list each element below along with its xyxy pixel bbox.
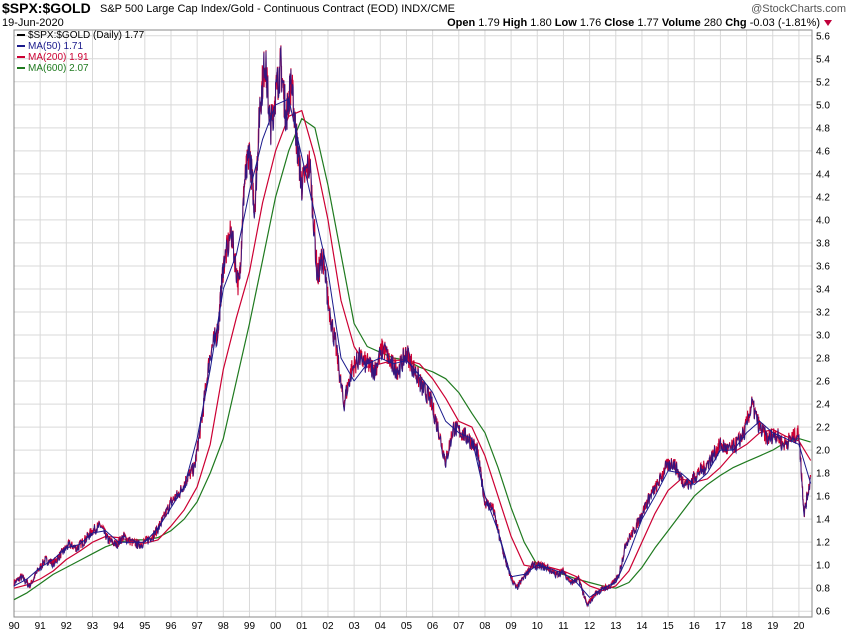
x-tick-label: 11 bbox=[558, 621, 569, 632]
x-tick-label: 06 bbox=[427, 621, 439, 632]
legend-entry-ma600: MA(600) 2.07 bbox=[28, 63, 89, 74]
chart-description: S&P 500 Large Cap Index/Gold - Continuou… bbox=[100, 3, 456, 15]
x-tick-label: 00 bbox=[270, 621, 282, 632]
y-tick-label: 3.0 bbox=[816, 331, 830, 342]
brand-watermark[interactable]: @StockCharts.com bbox=[751, 3, 846, 15]
x-axis: 90 91 92 93 94 95 96 97 98 99 00 01 02 03 04 05 06 07 08 09… bbox=[8, 621, 804, 632]
x-tick-label: 99 bbox=[244, 621, 256, 632]
x-tick-label: 09 bbox=[506, 621, 518, 632]
y-tick-label: 2.4 bbox=[816, 400, 830, 411]
legend-entry-ma50: MA(50) 1.71 bbox=[28, 41, 83, 52]
chart-header: $SPX:$GOLD S&P 500 Large Cap Index/Gold … bbox=[0, 0, 850, 32]
y-tick-label: 0.8 bbox=[816, 584, 830, 595]
chg-value: -0.03 (-1.81%) bbox=[749, 17, 820, 29]
close-value: 1.77 bbox=[637, 17, 659, 29]
y-tick-label: 4.2 bbox=[816, 192, 830, 203]
y-tick-label: 3.4 bbox=[816, 284, 830, 295]
chart-date: 19-Jun-2020 bbox=[2, 17, 64, 29]
y-tick-label: 2.8 bbox=[816, 354, 830, 365]
x-tick-label: 03 bbox=[349, 621, 361, 632]
open-value: 1.79 bbox=[478, 17, 500, 29]
x-tick-label: 12 bbox=[584, 621, 596, 632]
x-tick-label: 90 bbox=[8, 621, 20, 632]
y-tick-label: 5.0 bbox=[816, 100, 830, 111]
y-tick-label: 4.8 bbox=[816, 123, 830, 134]
x-tick-label: 98 bbox=[218, 621, 230, 632]
x-tick-label: 20 bbox=[793, 621, 805, 632]
x-tick-label: 02 bbox=[322, 621, 334, 632]
y-tick-label: 5.2 bbox=[816, 77, 830, 88]
volume-label: Volume bbox=[661, 17, 701, 29]
x-tick-label: 97 bbox=[192, 621, 204, 632]
x-tick-label: 15 bbox=[663, 621, 675, 632]
y-tick-label: 5.4 bbox=[816, 54, 830, 65]
x-tick-label: 05 bbox=[401, 621, 413, 632]
legend-entry-price: $SPX:$GOLD (Daily) 1.77 bbox=[28, 30, 145, 41]
x-tick-label: 18 bbox=[741, 621, 753, 632]
x-tick-label: 95 bbox=[139, 621, 151, 632]
open-label: Open bbox=[447, 17, 476, 29]
down-arrow-icon bbox=[824, 20, 832, 26]
y-tick-label: 1.2 bbox=[816, 538, 830, 549]
legend-entry-ma200: MA(200) 1.91 bbox=[28, 52, 89, 63]
x-tick-label: 16 bbox=[689, 621, 701, 632]
y-tick-label: 3.6 bbox=[816, 261, 830, 272]
low-value: 1.76 bbox=[579, 17, 602, 29]
chg-label: Chg bbox=[725, 17, 747, 29]
x-tick-label: 01 bbox=[296, 621, 308, 632]
close-label: Close bbox=[604, 17, 635, 29]
series-ma50-line bbox=[13, 98, 812, 598]
y-tick-label: 3.8 bbox=[816, 238, 830, 249]
x-tick-label: 14 bbox=[636, 621, 648, 632]
y-tick-label: 5.6 bbox=[816, 31, 830, 42]
y-tick-label: 3.2 bbox=[816, 307, 830, 318]
y-tick-label: 1.8 bbox=[816, 469, 830, 480]
x-tick-label: 92 bbox=[61, 621, 73, 632]
x-tick-label: 96 bbox=[165, 621, 177, 632]
x-tick-label: 19 bbox=[767, 621, 779, 632]
series-price-line-red bbox=[13, 45, 812, 608]
y-tick-label: 4.0 bbox=[816, 215, 830, 226]
y-tick-label: 2.0 bbox=[816, 446, 830, 457]
y-tick-label: 4.4 bbox=[816, 169, 830, 180]
x-tick-label: 93 bbox=[87, 621, 99, 632]
y-tick-label: 2.6 bbox=[816, 377, 830, 388]
y-tick-label: 4.6 bbox=[816, 146, 830, 157]
high-label: High bbox=[502, 17, 528, 29]
x-tick-label: 94 bbox=[113, 621, 125, 632]
series-ma200-line bbox=[13, 110, 812, 592]
x-tick-label: 17 bbox=[715, 621, 727, 632]
y-tick-label: 2.2 bbox=[816, 423, 830, 434]
high-value: 1.80 bbox=[530, 17, 552, 29]
x-tick-label: 91 bbox=[35, 621, 47, 632]
series-ma600-line bbox=[13, 118, 811, 601]
y-tick-label: 1.6 bbox=[816, 492, 830, 503]
x-tick-label: 07 bbox=[453, 621, 465, 632]
y-tick-label: 1.0 bbox=[816, 561, 830, 572]
y-tick-label: 0.6 bbox=[816, 607, 830, 618]
grid-lines bbox=[13, 30, 812, 617]
x-tick-label: 13 bbox=[610, 621, 622, 632]
volume-value: 280 bbox=[703, 17, 723, 29]
x-tick-label: 04 bbox=[375, 621, 387, 632]
y-axis: 0.6 0.8 1.0 1.2 1.4 1.6 1.8 2.0 2.2 2.4 2.6 2.8 3.0 3… bbox=[816, 31, 830, 617]
series-layer bbox=[13, 45, 812, 608]
x-tick-label: 10 bbox=[532, 621, 544, 632]
low-label: Low bbox=[554, 17, 577, 29]
series-price-line bbox=[13, 46, 812, 607]
y-tick-label: 1.4 bbox=[816, 515, 830, 526]
chart-symbol: $SPX:$GOLD bbox=[2, 0, 91, 16]
plot-frame bbox=[13, 29, 813, 618]
x-tick-label: 08 bbox=[479, 621, 491, 632]
ohlc-readout: Open 1.79 High 1.80 Low 1.76 Close 1.77 … bbox=[447, 17, 820, 29]
